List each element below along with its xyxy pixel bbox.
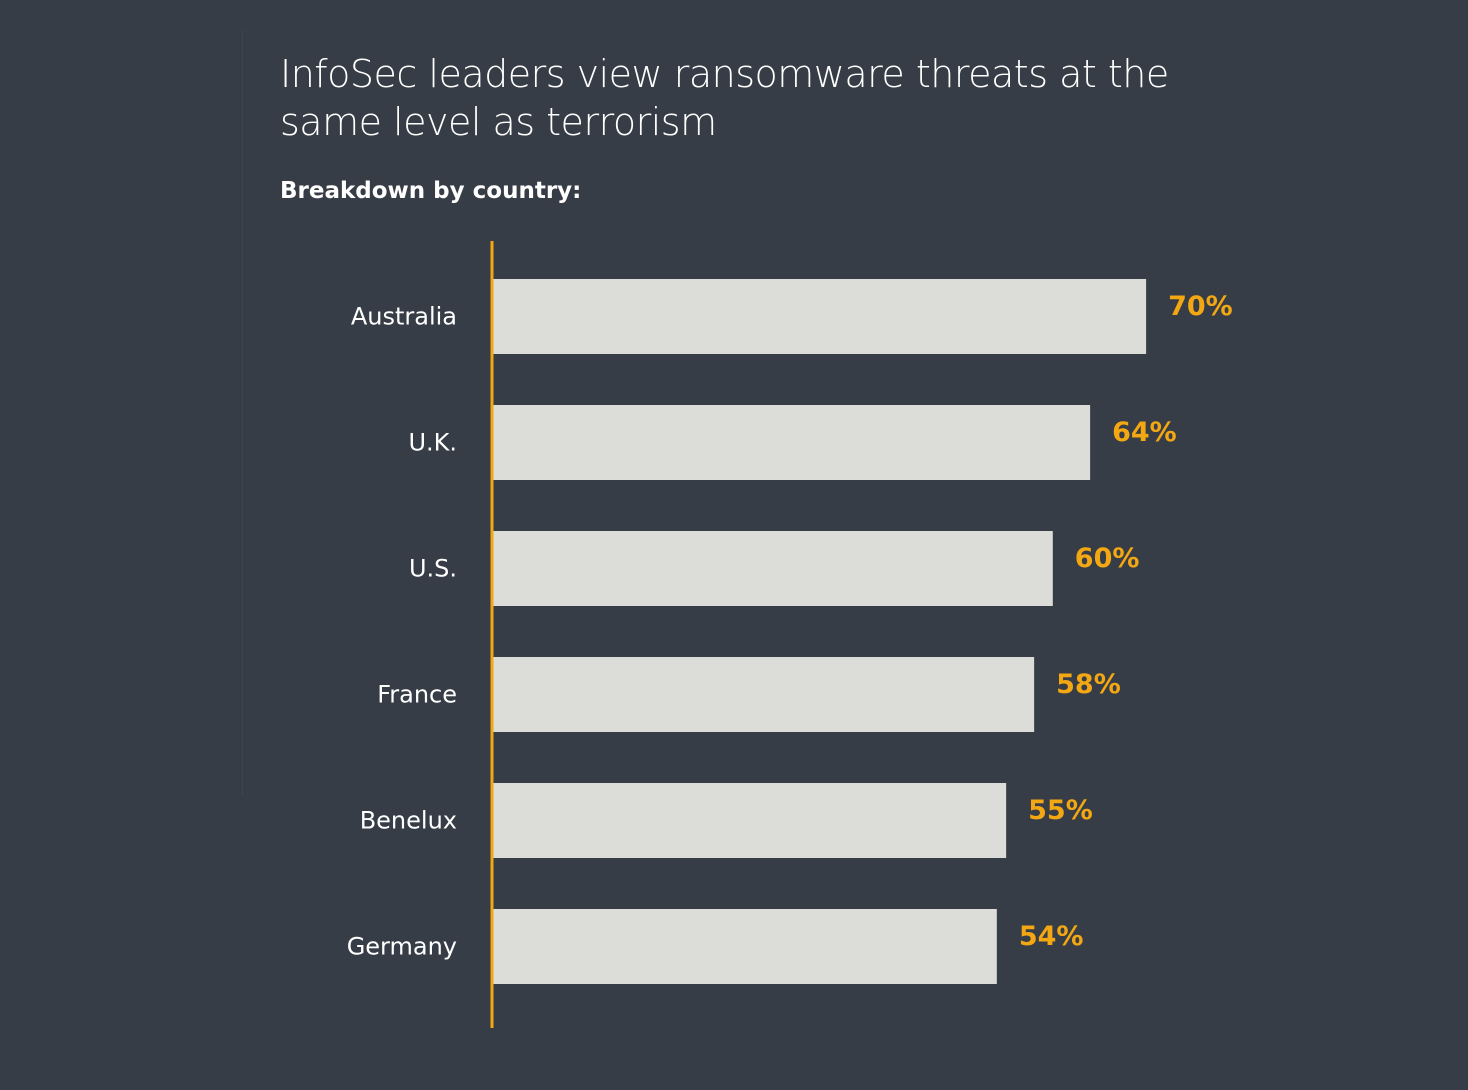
category-label-france: France (377, 681, 457, 709)
value-label-france: 58% (1056, 669, 1121, 700)
category-label-benelux: Benelux (360, 807, 457, 835)
value-label-australia: 70% (1168, 291, 1233, 322)
bar-germany (493, 909, 997, 984)
category-label-u-k: U.K. (408, 429, 457, 457)
value-label-u-s: 60% (1075, 543, 1140, 574)
chart-title: InfoSec leaders view ransomware threats … (280, 52, 1169, 144)
value-label-u-k: 64% (1112, 417, 1177, 448)
bar-australia (493, 279, 1147, 354)
bar-benelux (493, 783, 1007, 858)
category-label-australia: Australia (351, 303, 457, 331)
panel-edge-line (242, 30, 243, 795)
value-label-benelux: 55% (1028, 795, 1093, 826)
bar-france (493, 657, 1035, 732)
category-label-germany: Germany (347, 933, 457, 961)
bar-u-k (493, 405, 1091, 480)
chart-subtitle: Breakdown by country: (280, 178, 582, 204)
value-label-germany: 54% (1019, 921, 1084, 952)
category-label-u-s: U.S. (409, 555, 457, 583)
bar-u-s (493, 531, 1053, 606)
